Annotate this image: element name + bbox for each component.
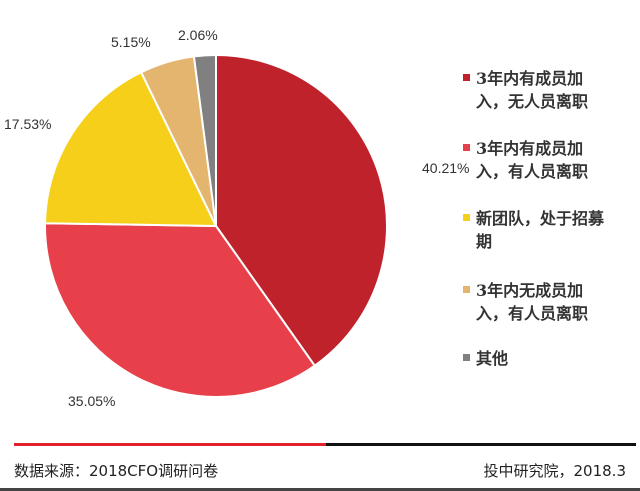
data-label: 5.15% (111, 34, 151, 50)
legend-swatch (463, 144, 470, 151)
data-label: 17.53% (4, 116, 52, 132)
data-label: 40.21% (422, 160, 470, 176)
pie-chart (44, 53, 388, 398)
data-label: 2.06% (178, 27, 218, 43)
pie-slice (215, 53, 388, 368)
pie-slice (44, 70, 218, 228)
divider-red (14, 443, 326, 446)
pie-slice (192, 53, 217, 227)
legend-swatch (463, 74, 470, 81)
legend-item: 3年内有成员加 入，有人员离职 (463, 137, 633, 183)
legend-item: 新团队，处于招募期 (463, 207, 633, 253)
bottom-border (0, 488, 640, 491)
pie-slice (44, 222, 317, 398)
legend-swatch (463, 214, 470, 221)
legend-item: 3年内有成员加 入，无人员离职 (463, 67, 633, 113)
data-label: 35.05% (68, 393, 116, 409)
source-note: 数据来源：2018CFO调研问卷 (14, 462, 219, 480)
legend-swatch (463, 354, 470, 361)
credit-note: 投中研究院，2018.3 (483, 462, 627, 480)
legend-item: 其他 (463, 347, 633, 370)
legend-swatch (463, 286, 470, 293)
legend-item: 3年内无成员加 入，有人员离职 (463, 279, 633, 325)
divider-black (326, 443, 636, 446)
